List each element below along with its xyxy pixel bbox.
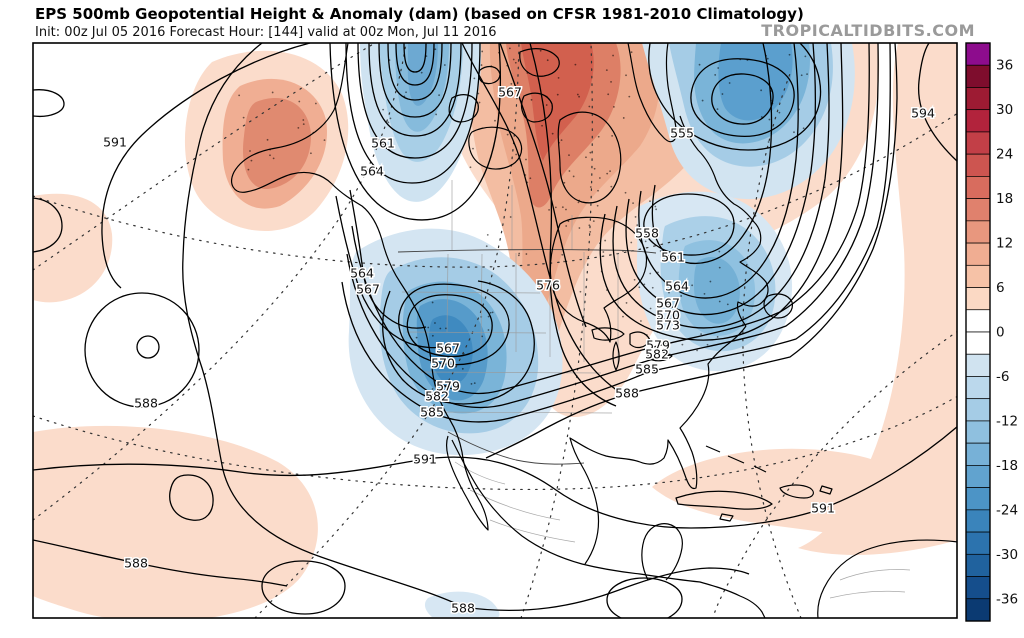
contour-label-570: 570: [431, 356, 455, 371]
contour-label-588: 588: [134, 396, 158, 411]
colorbar: [965, 42, 991, 622]
contour-label-570: 570: [656, 308, 680, 323]
colorbar-tick-36: 36: [996, 58, 1013, 74]
map-frame: [32, 42, 958, 619]
contour-label-567: 567: [436, 341, 460, 356]
contour-label-579: 579: [646, 338, 670, 353]
contour-label-564: 564: [665, 279, 689, 294]
colorbar-tick-24: 24: [996, 147, 1013, 163]
contour-label-561: 561: [661, 250, 685, 265]
latlon-graticule-layer: [33, 43, 957, 618]
colorbar-tick--36: -36: [996, 591, 1018, 607]
contour-label-588: 588: [615, 386, 639, 401]
contour-label-585: 585: [420, 405, 444, 420]
coastline-layer: [231, 43, 957, 618]
contour-label-591: 591: [811, 501, 835, 516]
colorbar-tick-18: 18: [996, 191, 1013, 207]
contour-label-567: 567: [498, 85, 522, 100]
contour-label-564: 564: [350, 266, 374, 281]
contour-label-567: 567: [656, 296, 680, 311]
contour-label-579: 579: [436, 379, 460, 394]
contour-label-588: 588: [124, 556, 148, 571]
colorbar-tick--24: -24: [996, 502, 1018, 518]
contour-label-555: 555: [670, 126, 694, 141]
contour-label-591: 591: [103, 135, 127, 150]
colorbar-tick-0: 0: [996, 325, 1005, 341]
contour-label-558: 558: [635, 226, 659, 241]
colorbar-tick--18: -18: [996, 458, 1018, 474]
chart-init-forecast-line: Init: 00z Jul 05 2016 Forecast Hour: [14…: [35, 25, 497, 40]
contour-label-567: 567: [356, 282, 380, 297]
contour-label-564: 564: [360, 164, 384, 179]
contour-label-585: 585: [635, 362, 659, 377]
tropicaltidbits-watermark: TROPICALTIDBITS.COM: [761, 21, 975, 40]
contour-label-588: 588: [451, 601, 475, 616]
colorbar-tick--6: -6: [996, 369, 1009, 385]
colorbar-tick-6: 6: [996, 280, 1005, 296]
contour-label-591: 591: [413, 452, 437, 467]
colorbar-tick--12: -12: [996, 413, 1018, 429]
contour-label-594: 594: [911, 106, 935, 121]
chart-title: EPS 500mb Geopotential Height & Anomaly …: [35, 5, 804, 23]
contour-label-582: 582: [645, 347, 669, 362]
contour-label-576: 576: [536, 278, 560, 293]
colorbar-tick-labels: 36 30 24 18 12 6 0 -6 -12 -18 -24 -30 -36: [996, 58, 1018, 608]
colorbar-tick-30: 30: [996, 102, 1013, 118]
contour-label-582: 582: [425, 389, 449, 404]
contour-label-561: 561: [371, 136, 395, 151]
colorbar-tick--30: -30: [996, 547, 1018, 563]
contour-label-573: 573: [656, 318, 680, 333]
height-contours-layer: [33, 43, 957, 618]
country-borders-layer: [397, 249, 657, 465]
colorbar-tick-12: 12: [996, 236, 1013, 252]
